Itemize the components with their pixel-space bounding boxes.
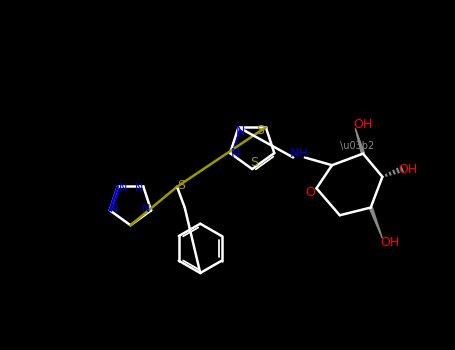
- Text: NH: NH: [290, 147, 309, 160]
- Text: N: N: [235, 125, 245, 138]
- Text: S: S: [250, 156, 258, 169]
- Text: OH: OH: [380, 236, 400, 249]
- Text: N: N: [110, 204, 119, 214]
- Text: S: S: [256, 124, 263, 137]
- Text: \u03b2: \u03b2: [340, 141, 374, 151]
- Polygon shape: [355, 128, 364, 154]
- Text: N: N: [142, 204, 151, 214]
- Text: OH: OH: [398, 162, 418, 176]
- Polygon shape: [369, 207, 382, 238]
- Text: OH: OH: [354, 118, 373, 131]
- Text: N: N: [134, 183, 143, 193]
- Text: O: O: [305, 186, 315, 199]
- Text: N: N: [119, 183, 127, 193]
- Text: S: S: [177, 179, 185, 192]
- Text: N: N: [231, 147, 240, 160]
